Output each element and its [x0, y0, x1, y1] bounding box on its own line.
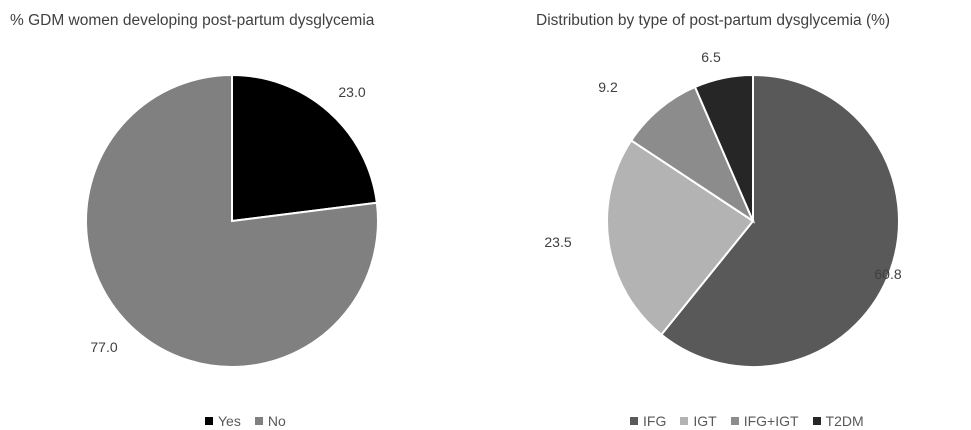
legend-label: IGT	[693, 413, 717, 429]
legend-label: No	[267, 413, 286, 429]
legend-label: IFG	[643, 413, 667, 429]
pie-slice-t2dm	[693, 73, 754, 222]
pie-chart-gdm: 23.0 77.0	[85, 73, 379, 368]
chart-title: % GDM women developing post-partum dysgl…	[10, 12, 375, 29]
pie-slice-ifg-igt	[629, 85, 756, 224]
chart-legend: Yes No	[205, 413, 286, 429]
pie-slice-ifg	[659, 73, 900, 368]
legend-swatch	[630, 417, 638, 425]
legend-item: No	[254, 413, 286, 429]
legend-swatch	[730, 417, 739, 425]
data-label: 77.0	[90, 339, 117, 355]
pie-slice-yes	[231, 73, 378, 223]
data-label: 9.2	[598, 79, 618, 95]
legend-label: Yes	[218, 413, 241, 429]
legend-item: IFG+IGT	[730, 413, 799, 429]
chart-panel-distribution: Distribution by type of post-partum dysg…	[490, 0, 971, 430]
data-label: 23.0	[338, 84, 365, 100]
data-label: 6.5	[701, 49, 721, 65]
pie-slice-igt	[606, 139, 755, 337]
chart-legend: IFG IGT IFG+IGT T2DM	[630, 413, 864, 429]
legend-swatch	[205, 417, 213, 425]
legend-label: T2DM	[825, 413, 864, 429]
data-label: 23.5	[544, 234, 571, 250]
legend-item: Yes	[205, 413, 241, 429]
legend-swatch	[812, 417, 821, 425]
chart-panel-gdm: % GDM women developing post-partum dysgl…	[0, 0, 470, 430]
legend-item: T2DM	[812, 413, 864, 429]
legend-swatch	[254, 417, 263, 425]
legend-label: IFG+IGT	[743, 413, 799, 429]
legend-swatch	[680, 417, 689, 425]
data-label: 60.8	[874, 266, 901, 282]
pie-chart-distribution: 60.8 23.5 9.2 6.5	[544, 49, 902, 368]
legend-item: IFG	[630, 413, 666, 429]
pie-slice-no	[85, 73, 379, 368]
chart-title: Distribution by type of post-partum dysg…	[536, 12, 891, 29]
legend-item: IGT	[680, 413, 717, 429]
